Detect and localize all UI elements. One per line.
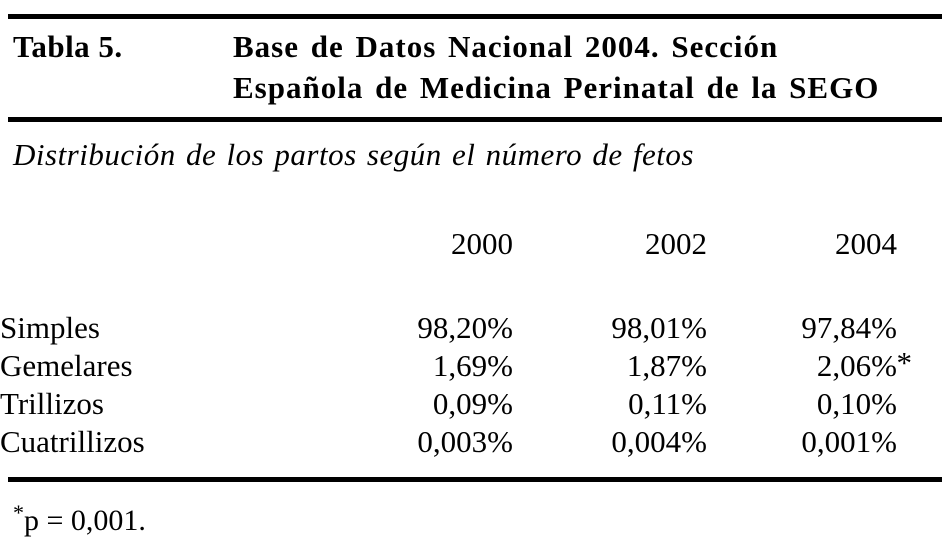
footnote: *p = 0,001. [13, 494, 146, 540]
year-header-row: 2000 2002 2004 [0, 225, 897, 263]
top-rule [8, 14, 942, 19]
value-cell: 0,11% [628, 386, 707, 421]
table-row: Gemelares 1,69% 1,87% 2,06% * [0, 345, 912, 385]
bottom-rule [8, 477, 942, 482]
table-title: Base de Datos Nacional 2004. Sección Esp… [233, 26, 879, 108]
table-row: Cuatrillizos 0,003% 0,004% 0,001% [0, 423, 897, 461]
value-cell: 97,84% [801, 310, 897, 345]
value-cell: 1,87% [626, 348, 707, 383]
table-row: Simples 98,20% 98,01% 97,84% [0, 309, 897, 347]
table-row: Trillizos 0,09% 0,11% 0,10% [0, 385, 897, 423]
value-cell: 0,004% [611, 424, 707, 459]
value-cell: 1,69% [432, 348, 513, 383]
value-cell: 98,20% [417, 310, 513, 345]
value-cell: 98,01% [611, 310, 707, 345]
row-label: Trillizos [0, 386, 104, 421]
footnote-marker: * [13, 500, 24, 525]
significance-asterisk: * [896, 345, 913, 380]
row-label: Cuatrillizos [0, 424, 145, 459]
value-cell: 0,001% [801, 424, 897, 459]
row-label: Simples [0, 310, 100, 345]
table-title-line-2: Española de Medicina Perinatal de la SEG… [233, 70, 880, 105]
footnote-text: p = 0,001. [24, 504, 146, 537]
table-subtitle: Distribución de los partos según el núme… [13, 137, 694, 172]
value-text: 2,06% [816, 348, 897, 383]
empty-header-cell [0, 225, 300, 263]
table-number-label: Tabla 5. [13, 29, 123, 64]
data-table: 2000 2002 2004 Simples 98,20% 98,01% 97,… [0, 225, 912, 461]
year-column-header: 2004 [835, 226, 897, 261]
header-rule [8, 117, 942, 122]
value-cell: 2,06% * [707, 345, 912, 385]
year-column-header: 2000 [451, 226, 513, 261]
spacer-row [0, 263, 897, 309]
table-title-line-1: Base de Datos Nacional 2004. Sección [233, 29, 779, 64]
year-column-header: 2002 [645, 226, 707, 261]
value-cell: 0,10% [816, 386, 897, 421]
value-cell: 0,003% [417, 424, 513, 459]
row-label: Gemelares [0, 348, 133, 383]
value-cell: 0,09% [432, 386, 513, 421]
